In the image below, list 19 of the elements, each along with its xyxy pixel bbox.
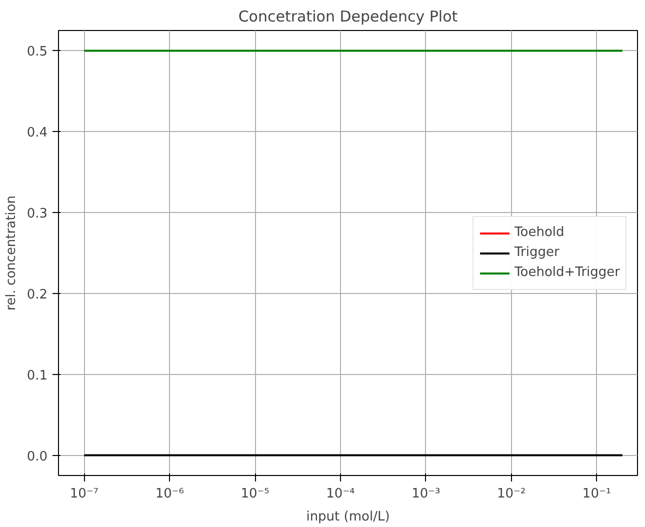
legend-label: Trigger xyxy=(514,245,560,260)
y-tick-label: 0.3 xyxy=(26,206,48,222)
x-tick-label: 10⁻⁶ xyxy=(155,486,184,502)
x-tick-label: 10⁻⁴ xyxy=(326,486,355,502)
x-tick-label: 10⁻⁷ xyxy=(70,486,99,502)
y-tick-label: 0.2 xyxy=(26,287,48,302)
x-tick-label: 10⁻¹ xyxy=(582,486,612,502)
y-axis-title: rel. concentration xyxy=(4,196,19,310)
y-tick-label: 0.5 xyxy=(26,44,48,60)
legend-label: Toehold xyxy=(514,225,564,240)
x-tick-label: 10⁻⁵ xyxy=(240,486,270,502)
x-tick-label: 10⁻² xyxy=(497,486,526,502)
x-tick-label: 10⁻³ xyxy=(412,486,440,502)
chart-title: Concetration Depedency Plot xyxy=(238,8,458,26)
y-tick-label: 0.1 xyxy=(26,368,48,384)
y-tick-label: 0.4 xyxy=(26,126,48,141)
x-axis-title: input (mol/L) xyxy=(306,510,390,524)
y-tick-label: 0.0 xyxy=(26,449,48,464)
legend-label: Toehold+Trigger xyxy=(514,265,620,280)
